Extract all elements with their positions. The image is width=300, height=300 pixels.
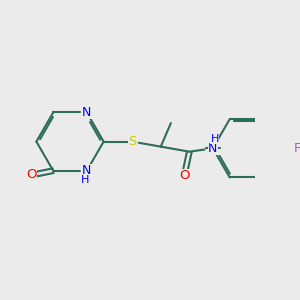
Text: H: H (210, 134, 219, 144)
Text: N: N (208, 142, 218, 155)
Text: F: F (293, 142, 300, 155)
Text: O: O (179, 169, 190, 182)
Text: N: N (82, 106, 92, 119)
Text: H: H (81, 175, 89, 185)
Text: N: N (82, 164, 92, 177)
Text: O: O (26, 168, 37, 181)
Text: S: S (128, 135, 136, 148)
